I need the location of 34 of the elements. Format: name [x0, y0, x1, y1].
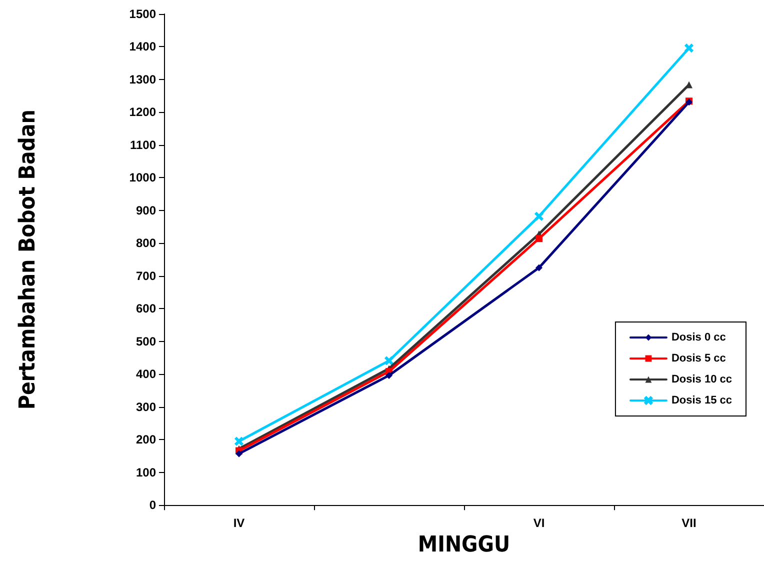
y-tick-label: 1100 [130, 138, 156, 152]
point [536, 264, 542, 272]
y-tick-label: 1300 [129, 72, 156, 86]
point [536, 235, 542, 242]
point [534, 212, 544, 221]
point [234, 437, 244, 446]
legend-label: Dosis 0 cc [671, 332, 726, 344]
y-tick-label: 700 [136, 268, 156, 283]
y-tick-label: 200 [136, 432, 156, 447]
y-tick-label: 1200 [129, 105, 156, 120]
y-tick-label: 500 [136, 334, 156, 348]
point [384, 356, 394, 365]
y-tick-label: 400 [136, 367, 156, 382]
point [236, 450, 242, 458]
y-axis-title: Pertambahan Bobot Badan [16, 110, 40, 410]
y-tick-label: 1400 [129, 40, 156, 54]
x-tick-label: IV [233, 516, 245, 530]
legend-label: Dosis 5 cc [671, 352, 726, 364]
point [684, 44, 694, 52]
x-tick-label: VI [533, 516, 545, 530]
y-tick-label: 900 [136, 203, 156, 218]
point [686, 81, 692, 88]
legend-label: Dosis 15 cc [671, 394, 732, 406]
x-tick-label: VII [682, 516, 696, 530]
y-tick-label: 100 [136, 465, 156, 480]
point [386, 372, 392, 379]
legend-label: Dosis 10 cc [671, 374, 732, 386]
y-tick-label: 1000 [129, 170, 156, 185]
x-axis-title: MINGGU [418, 532, 510, 558]
y-tick-label: 1500 [129, 7, 156, 21]
y-tick-label: 0 [149, 498, 156, 512]
y-tick-label: 600 [136, 302, 156, 316]
y-tick-label: 300 [136, 400, 156, 414]
y-tick-label: 800 [136, 236, 156, 250]
